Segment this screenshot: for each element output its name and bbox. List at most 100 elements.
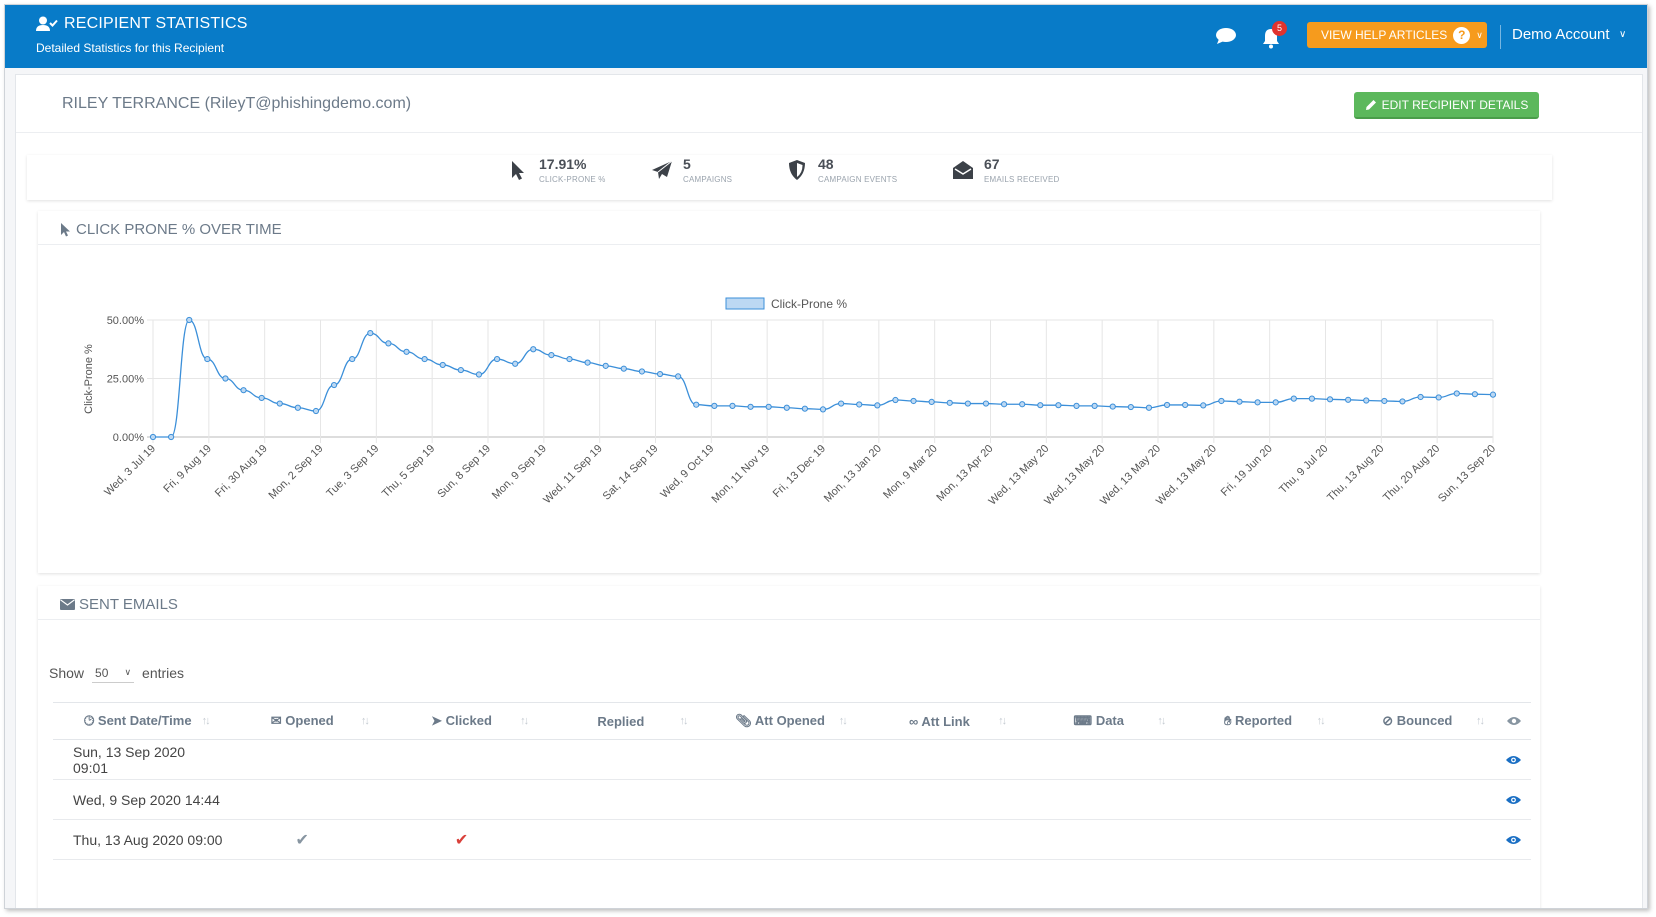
data-point [1345,396,1352,403]
data-point [1091,402,1098,409]
chart-card-title-text: CLICK PRONE % OVER TIME [76,221,282,238]
x-tick-label: Wed, 13 May 20 [1098,443,1163,508]
att-link-cell [859,819,1020,860]
stats-strip: 17.91% CLICK-PRONE % 5 CAMPAIGNS [27,155,1552,200]
data-point [1019,401,1026,408]
col-reported[interactable]: ✋︎ Reported ↑↓ [1178,702,1338,740]
reported-cell [1178,739,1338,780]
view-cell [1496,739,1531,780]
entries-label: entries [142,665,185,681]
col-label: Replied [597,713,645,729]
edit-recipient-details-button[interactable]: EDIT RECIPIENT DETAILS [1354,92,1539,119]
data-point [403,348,410,355]
ban-icon: ⊘ [1382,713,1394,728]
divider [38,619,1540,620]
data-point [783,404,790,411]
col-label: Sent Date/Time [97,713,192,728]
data-point [276,400,283,407]
envelope-open-icon [953,161,973,179]
data-point [1326,396,1334,403]
data-point [638,368,646,375]
data-point [892,396,899,404]
page-subtitle: Detailed Statistics for this Recipient [36,41,225,55]
att-opened-cell [700,739,860,780]
view-cell [1496,819,1531,860]
x-tick-label: Wed, 3 Jul 19 [102,443,158,499]
data-cell [1019,819,1179,860]
stat-click-prone: 17.91% CLICK-PRONE % [507,155,606,200]
entries-value: 50 [95,665,109,680]
data-point [1182,401,1189,409]
data-point [1000,401,1008,408]
data-cell [1019,779,1179,820]
opened-cell [222,779,382,820]
data-point [240,387,247,394]
col-att-link[interactable]: ∞ Att Link ↑↓ [859,702,1020,740]
att-opened-cell [700,779,860,820]
view-help-articles-button[interactable]: VIEW HELP ARTICLES ? ∨ [1307,22,1487,48]
sent-date-cell: Wed, 9 Sep 2020 14:44 [53,779,223,820]
data-point [874,402,881,409]
att-opened-cell [700,819,860,860]
eye-icon[interactable] [1506,795,1522,805]
x-tick-label: Thu, 5 Sep 19 [380,443,437,500]
x-tick-label: Tue, 3 Sep 19 [324,443,381,500]
col-clicked[interactable]: ➤︎ Clicked ↑↓ [381,702,542,740]
account-menu[interactable]: Demo Account [1512,26,1610,43]
sent-emails-title-text: SENT EMAILS [79,596,178,613]
data-point [819,406,827,413]
divider [38,244,1540,245]
chat-icon[interactable] [1215,27,1237,45]
x-tick-label: Fri, 13 Dec 19 [771,443,828,500]
data-point [711,402,718,409]
data-point [964,400,971,407]
col-opened[interactable]: ✉︎ Opened ↑↓ [222,702,382,740]
data-point [801,405,808,412]
eye-icon[interactable] [1506,835,1522,845]
col-data[interactable]: ⌨︎ Data ↑↓ [1019,702,1179,740]
show-label: Show [49,665,85,681]
y-axis-label: Click-Prone % [83,344,95,414]
entries-select[interactable]: 50 ∨ [92,663,135,683]
col-sent-date[interactable]: 🕑︎ Sent Date/Time ↑↓ [53,702,223,740]
stat-emails-received: 67 EMAILS RECEIVED [952,155,1059,200]
table-row: Wed, 9 Sep 2020 14:44 [53,779,1531,820]
chevron-down-icon: ∨ [124,667,132,677]
data-point [493,355,501,363]
check-icon: ✔ [295,831,309,849]
eye-icon[interactable] [1506,755,1522,765]
user-check-icon [36,16,58,31]
data-point [330,381,338,389]
x-tick-label: Wed, 13 May 20 [1042,443,1107,508]
sort-icon: ↑↓ [998,715,1007,727]
stat-label: CLICK-PRONE % [539,175,606,184]
data-point [1417,393,1424,401]
data-point [439,361,446,369]
col-label: Clicked [445,713,492,728]
data-point [602,362,609,369]
eye-icon [1506,716,1521,725]
stat-value: 48 [818,156,834,172]
col-replied[interactable]: Replied ↑↓ [541,702,701,740]
edit-button-label: EDIT RECIPIENT DETAILS [1381,97,1529,112]
link-icon: ∞ [909,713,919,729]
sort-icon: ↑↓ [838,715,848,727]
stat-label: CAMPAIGN EVENTS [818,175,898,184]
data-point [475,371,483,378]
col-bounced[interactable]: ⊘ Bounced ↑↓ [1337,702,1497,740]
stat-label: CAMPAIGNS [683,175,733,184]
cursor-icon [61,222,70,236]
x-tick-label: Wed, 13 May 20 [986,443,1051,508]
data-point [1127,403,1134,411]
col-att-opened[interactable]: 📎︎ Att Opened ↑↓ [700,702,860,740]
y-tick-label: 25.00% [107,374,145,386]
legend-label: Click-Prone % [771,297,847,311]
paper-plane-icon [652,160,673,179]
data-point [258,394,265,402]
table-row: Sun, 13 Sep 2020 09:01 [53,739,1531,780]
data-point [149,433,157,441]
account-chevron-icon[interactable]: ∨ [1619,29,1627,40]
data-point [982,400,990,407]
data-point [1218,397,1225,405]
sent-emails-table: 🕑︎ Sent Date/Time ↑↓ ✉︎ Opened ↑↓ ➤︎ Cli… [53,702,1531,860]
